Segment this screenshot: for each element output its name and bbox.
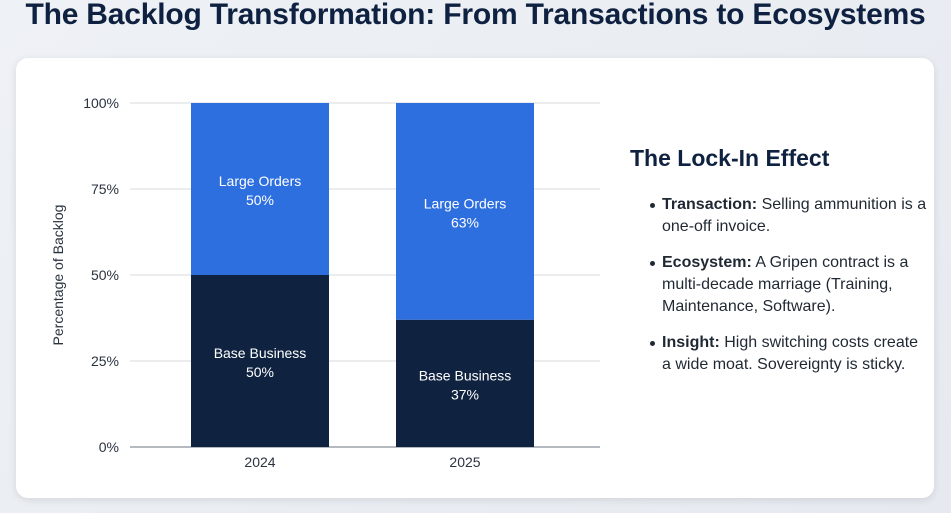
data-label: Large Orders [424, 195, 506, 211]
y-tick-label: 50% [91, 267, 119, 283]
insight-panel: The Lock-In Effect Transaction: Selling … [630, 145, 930, 390]
data-label: Base Business [214, 345, 307, 361]
bullet-dot-icon [650, 261, 655, 266]
bullet-insight: Insight: High switching costs create a w… [630, 332, 930, 376]
data-label: 50% [246, 192, 274, 208]
bullet-transaction: Transaction: Selling ammunition is a one… [630, 194, 930, 238]
bullet-ecosystem: Ecosystem: A Gripen contract is a multi-… [630, 252, 930, 318]
data-label: 50% [246, 364, 274, 380]
bar-segment [191, 275, 329, 447]
data-label: 63% [451, 214, 479, 230]
y-tick-labels: 0% 25% 50% 75% 100% [83, 95, 119, 455]
data-label: Large Orders [219, 173, 301, 189]
panel-title: The Lock-In Effect [630, 145, 830, 171]
bullet-text: High switching costs create a wide moat.… [662, 334, 919, 373]
data-label: Base Business [419, 367, 512, 383]
bullet-list: Transaction: Selling ammunition is a one… [630, 194, 930, 376]
x-tick-label: 2024 [244, 454, 275, 470]
bar-segment [396, 319, 534, 447]
data-label: 37% [451, 386, 479, 402]
bullet-dot-icon [650, 203, 655, 208]
bullet-text: A Gripen contract is a multi-decade marr… [662, 254, 909, 315]
bullet-dot-icon [650, 341, 655, 346]
x-tick-label: 2025 [449, 454, 480, 470]
y-tick-label: 25% [91, 353, 119, 369]
y-axis-label: Percentage of Backlog [50, 205, 66, 346]
page-title: The Backlog Transformation: From Transac… [25, 0, 926, 31]
bar-segment [396, 103, 534, 320]
bar-segment [191, 103, 329, 275]
y-tick-label: 0% [99, 439, 119, 455]
bullet-term: Ecosystem: [662, 254, 752, 271]
bullet-text: Selling ammunition is a one-off invoice. [662, 196, 927, 235]
x-tick-labels: 2024 2025 [244, 454, 480, 470]
y-tick-label: 75% [91, 181, 119, 197]
bullet-term: Insight: [662, 334, 720, 351]
y-tick-label: 100% [83, 95, 119, 111]
bars: Base Business 50% Large Orders 50% Base Busi… [191, 103, 534, 447]
bullet-term: Transaction: [662, 196, 758, 213]
